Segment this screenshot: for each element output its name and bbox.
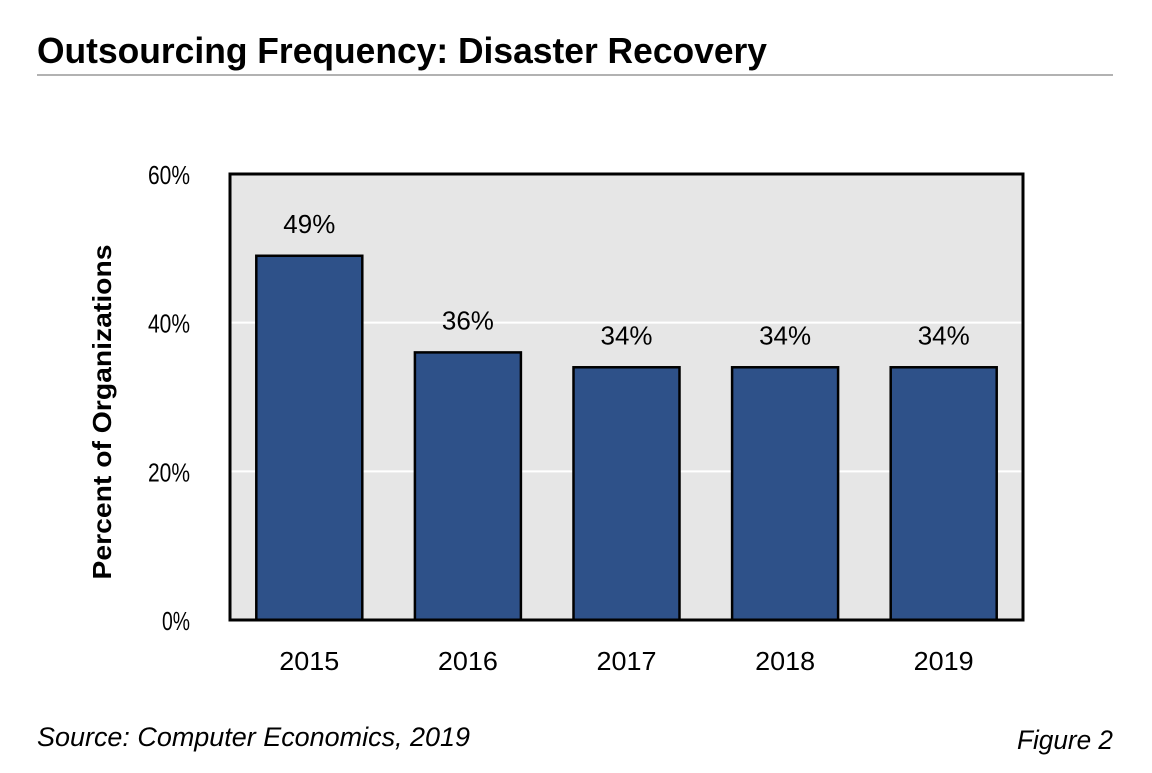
bar-2015 [255, 254, 364, 622]
data-label: 34% [759, 320, 811, 350]
y-tick-label: 20% [148, 457, 190, 487]
chart-title: Outsourcing Frequency: Disaster Recovery [37, 30, 767, 71]
x-tick-label: 2015 [279, 646, 339, 676]
data-label: 34% [601, 320, 653, 350]
data-label: 49% [283, 209, 335, 239]
x-tick-labels: 2015 2016 2017 2018 2019 [279, 646, 973, 676]
y-tick-label: 0% [162, 606, 190, 636]
figure-label: Figure 2 [1017, 725, 1113, 755]
x-tick-label: 2017 [597, 646, 657, 676]
bar-2019 [889, 366, 998, 622]
source-note: Source: Computer Economics, 2019 [37, 722, 470, 752]
data-labels: 49% 36% 34% 34% 34% [283, 209, 969, 351]
y-tick-label: 60% [148, 160, 190, 190]
x-tick-label: 2019 [914, 646, 974, 676]
bar-2017 [572, 366, 681, 622]
y-tick-label: 40% [148, 309, 190, 339]
data-label: 36% [442, 305, 494, 335]
x-tick-label: 2018 [755, 646, 815, 676]
x-tick-label: 2016 [438, 646, 498, 676]
bars [255, 254, 998, 622]
plot-border [228, 172, 1025, 622]
y-tick-labels: 0% 20% 40% 60% [148, 160, 190, 636]
y-axis-label: Percent of Organizations [87, 245, 117, 580]
bar-2016 [413, 351, 523, 622]
data-label: 34% [918, 320, 970, 350]
bar-2018 [730, 366, 840, 622]
